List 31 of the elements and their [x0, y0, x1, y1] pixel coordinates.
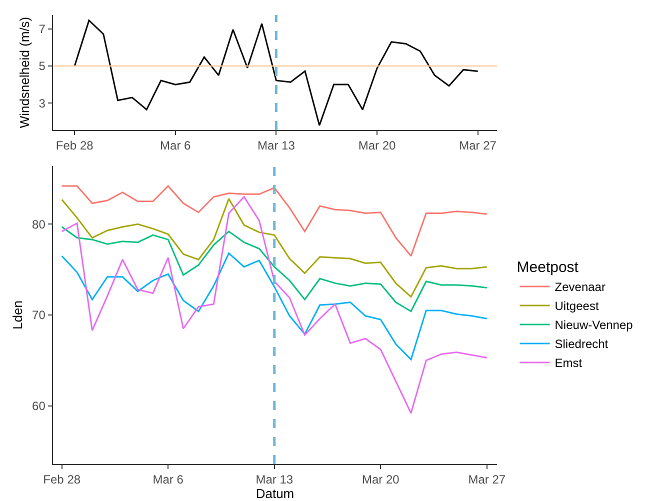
legend-label: Sliedrecht: [554, 337, 609, 352]
x-tick-label: Feb 28: [56, 138, 94, 153]
y-tick-label: 3: [38, 96, 46, 110]
legend-label: Nieuw-Vennep: [554, 318, 634, 332]
line-series: [61, 252, 488, 360]
legend-title: Meetpost: [516, 259, 580, 276]
y-axis-title: Windsnelheid (m/s): [16, 16, 32, 128]
legend-label: Zevenaar: [554, 280, 606, 294]
x-tick-label: Mar 20: [362, 472, 400, 487]
y-tick-label: 7: [38, 22, 46, 36]
y-axis-title: Lden: [10, 300, 26, 330]
x-tick-label: Mar 27: [468, 472, 506, 487]
x-tick-label: Mar 6: [160, 138, 192, 153]
legend-label: Emst: [554, 356, 583, 370]
x-tick-label: Mar 20: [358, 138, 396, 153]
line-series: [61, 185, 488, 257]
x-axis-title: Datum: [256, 486, 294, 501]
y-tick-label: 60: [32, 399, 46, 414]
y-tick-label: 5: [38, 59, 46, 74]
x-tick-label: Feb 28: [43, 472, 81, 487]
line-series: [61, 226, 488, 312]
y-tick-label: 70: [32, 308, 46, 322]
x-tick-label: Mar 6: [152, 472, 184, 487]
line-series: [61, 198, 488, 298]
legend-label: Uitgeest: [554, 299, 600, 314]
line-series: [61, 196, 488, 414]
x-tick-label: Mar 13: [256, 472, 294, 487]
line-series: [74, 20, 479, 126]
x-tick-label: Mar 27: [459, 138, 497, 153]
y-tick-label: 80: [32, 217, 46, 232]
x-tick-label: Mar 13: [258, 138, 296, 153]
